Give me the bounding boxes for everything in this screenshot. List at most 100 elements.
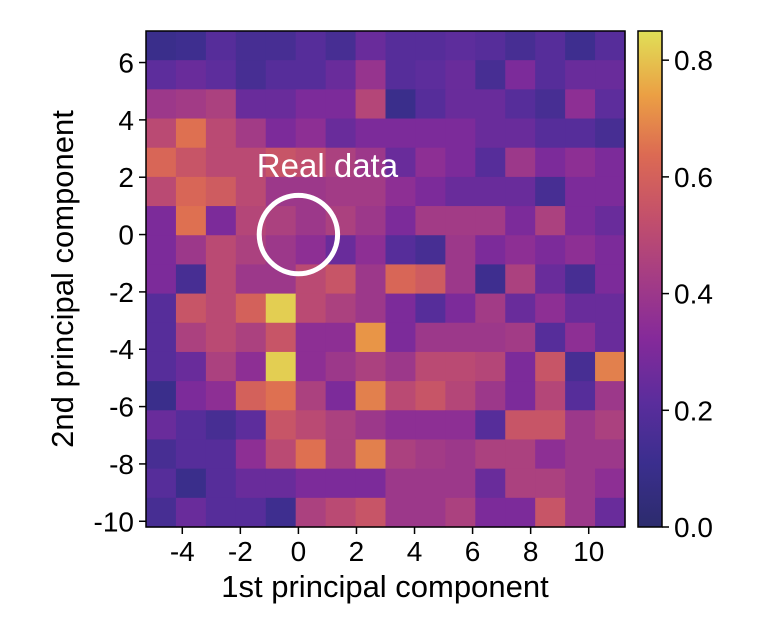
- heatmap-cell: [146, 497, 177, 528]
- heatmap-cell: [355, 60, 387, 90]
- heatmap-cell: [355, 381, 387, 411]
- heatmap-cell: [146, 235, 177, 266]
- heatmap-cell: [265, 439, 297, 470]
- heatmap-cell: [355, 147, 387, 178]
- heatmap-cell: [205, 60, 237, 90]
- heatmap-cell: [146, 351, 177, 382]
- heatmap-cell: [565, 89, 596, 120]
- heatmap-cell: [205, 468, 237, 499]
- heatmap-cell: [475, 468, 506, 499]
- heatmap-cell: [355, 410, 387, 441]
- heatmap-cell: [505, 381, 536, 411]
- heatmap-cell: [505, 118, 536, 149]
- colorbar-tick-label: 0.0: [674, 512, 713, 543]
- heatmap-cell: [325, 497, 357, 528]
- heatmap-cell: [265, 351, 297, 382]
- heatmap-cell: [595, 176, 626, 207]
- heatmap-cell: [385, 351, 417, 382]
- heatmap-cell: [325, 322, 357, 353]
- heatmap-cell: [235, 31, 267, 61]
- heatmap-cell: [175, 351, 207, 382]
- heatmap-cell: [146, 147, 177, 178]
- heatmap-cell: [415, 147, 446, 178]
- colorbar: 0.0 0.2 0.4 0.6 0.8: [637, 30, 713, 543]
- heatmap-cell: [535, 410, 566, 441]
- heatmap-cell: [535, 264, 566, 295]
- heatmap-cell: [146, 322, 177, 353]
- heatmap-cell: [295, 60, 327, 90]
- heatmap-cell: [415, 206, 446, 236]
- heatmap-cell: [295, 381, 327, 411]
- heatmap-cell: [505, 235, 536, 266]
- heatmap-cell: [325, 89, 357, 120]
- heatmap-cell: [175, 381, 207, 411]
- heatmap-cell: [325, 60, 357, 90]
- y-tick-label: -6: [109, 392, 134, 423]
- heatmap-cell: [535, 351, 566, 382]
- heatmap-cell: [445, 31, 476, 61]
- heatmap-cell: [146, 31, 177, 61]
- heatmap-cell: [505, 468, 536, 499]
- heatmap-cell: [445, 381, 476, 411]
- heatmap-cell: [265, 410, 297, 441]
- heatmap-cell: [295, 31, 327, 61]
- heatmap-cell: [535, 439, 566, 470]
- heatmap-cell: [595, 118, 626, 149]
- heatmap-cell: [295, 147, 327, 178]
- heatmap-cell: [385, 60, 417, 90]
- heatmap-cell: [445, 235, 476, 266]
- heatmap-cell: [475, 410, 506, 441]
- heatmap-cell: [355, 468, 387, 499]
- heatmap-cell: [235, 176, 267, 207]
- heatmap-cell: [146, 293, 177, 324]
- heatmap-cell: [535, 468, 566, 499]
- heatmap-cell: [146, 410, 177, 441]
- real-data-label: Real data: [257, 147, 399, 184]
- heatmap-cell: [565, 118, 596, 149]
- heatmap-cell: [385, 235, 417, 266]
- heatmap-cell: [505, 60, 536, 90]
- heatmap-cell: [175, 147, 207, 178]
- heatmap-cell: [385, 468, 417, 499]
- heatmap-cell: [595, 468, 626, 499]
- heatmap-cell: [205, 497, 237, 528]
- heatmap-cell: [385, 322, 417, 353]
- plot-frame: [145, 30, 626, 528]
- heatmap-cell: [146, 60, 177, 90]
- heatmap-cell: [355, 497, 387, 528]
- heatmap-cell: [475, 264, 506, 295]
- heatmap-cell: [415, 322, 446, 353]
- heatmap-cell: [295, 497, 327, 528]
- heatmap-cell: [235, 497, 267, 528]
- heatmap-cell: [355, 31, 387, 61]
- heatmap-cell: [565, 147, 596, 178]
- heatmap-cell: [385, 31, 417, 61]
- heatmap-cell: [235, 410, 267, 441]
- heatmap-cell: [295, 322, 327, 353]
- heatmap-cell: [235, 351, 267, 382]
- heatmap-cell: [205, 118, 237, 149]
- heatmap-cell: [205, 351, 237, 382]
- heatmap-cell: [535, 235, 566, 266]
- heatmap-cell: [175, 206, 207, 236]
- heatmap-cell: [295, 351, 327, 382]
- heatmap-cell: [175, 118, 207, 149]
- heatmap-cell: [505, 264, 536, 295]
- heatmap-cell: [535, 147, 566, 178]
- heatmap-cell: [355, 89, 387, 120]
- heatmap-cell: [445, 176, 476, 207]
- heatmap-cell: [565, 322, 596, 353]
- heatmap-cell: [205, 381, 237, 411]
- heatmap-cell: [385, 89, 417, 120]
- heatmap-cell: [355, 322, 387, 353]
- heatmap-cell: [595, 264, 626, 295]
- heatmap-cell: [235, 147, 267, 178]
- heatmap-cell: [265, 118, 297, 149]
- heatmap-cell: [475, 381, 506, 411]
- heatmap-cell: [595, 322, 626, 353]
- heatmap-cell: [475, 31, 506, 61]
- heatmap-cell: [565, 31, 596, 61]
- heatmap-cell: [146, 468, 177, 499]
- heatmap-cell: [146, 89, 177, 120]
- heatmap-cell: [475, 351, 506, 382]
